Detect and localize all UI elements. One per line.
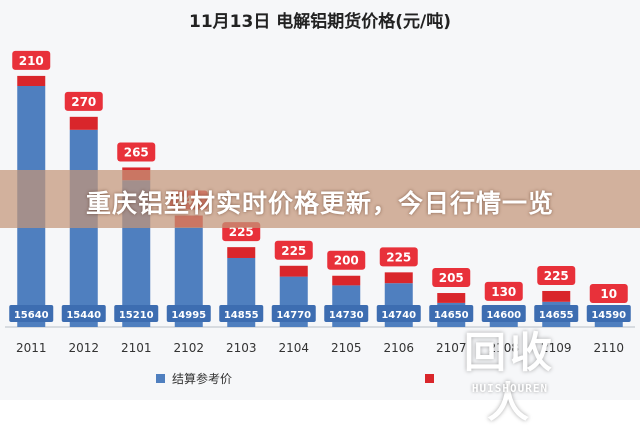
base-label-2101: 15210 (119, 310, 154, 321)
bar-increment-2105 (332, 275, 361, 286)
increment-label-box-2108 (484, 281, 523, 301)
base-label-box-2110 (586, 305, 631, 322)
bar-increment-2011 (17, 75, 46, 87)
legend-swatch-series-1 (156, 374, 165, 383)
base-label-box-2107 (429, 305, 474, 322)
x-tick-2107: 2107 (436, 341, 467, 355)
base-label-box-2104 (271, 305, 316, 322)
base-label-2105: 14730 (329, 310, 364, 321)
legend-swatch-series-2 (425, 374, 434, 383)
increment-label-2103: 225 (229, 225, 254, 239)
increment-label-box-2101 (117, 142, 156, 162)
base-label-box-2012 (61, 305, 106, 322)
base-label-2106: 14740 (381, 310, 416, 321)
base-label-2011: 15640 (14, 310, 49, 321)
base-label-2108: 14600 (486, 310, 521, 321)
x-tick-2108: 2108 (488, 341, 519, 355)
x-tick-2012: 2012 (68, 341, 99, 355)
base-label-box-2105 (324, 305, 369, 322)
x-tick-2103: 2103 (226, 341, 257, 355)
increment-label-2105: 200 (334, 254, 359, 268)
x-tick-2109: 2109 (541, 341, 572, 355)
base-label-2102: 14995 (171, 310, 206, 321)
increment-label-box-2104 (274, 240, 313, 260)
watermark-logo-sub: HUISHOUREN (471, 382, 549, 395)
base-label-2103: 14855 (224, 310, 259, 321)
increment-label-box-2110 (589, 284, 628, 304)
base-label-box-2108 (481, 305, 526, 322)
legend-label-series-1: 结算参考价 (172, 371, 232, 386)
x-tick-2105: 2105 (331, 341, 362, 355)
increment-label-2012: 270 (71, 95, 96, 109)
increment-label-box-2107 (432, 268, 471, 288)
bar-increment-2012 (69, 116, 98, 130)
increment-label-box-2105 (327, 250, 366, 270)
base-label-box-2103 (219, 305, 264, 322)
base-label-2012: 15440 (66, 310, 101, 321)
increment-label-box-2011 (12, 50, 51, 70)
increment-label-2110: 10 (600, 287, 617, 301)
bar-increment-2103 (227, 247, 256, 258)
base-label-2107: 14650 (434, 310, 469, 321)
increment-label-2107: 205 (439, 271, 464, 285)
x-tick-2101: 2101 (121, 341, 152, 355)
watermark-logo-text: 回收人 (463, 328, 556, 427)
base-label-2110: 14590 (591, 310, 626, 321)
increment-label-2101: 265 (124, 145, 149, 159)
x-tick-2110: 2110 (593, 341, 624, 355)
bar-increment-2107 (437, 293, 466, 303)
base-label-2109: 14655 (539, 310, 574, 321)
increment-label-2104: 225 (281, 244, 306, 258)
x-tick-2011: 2011 (16, 341, 47, 355)
increment-label-2106: 225 (386, 250, 411, 264)
bar-increment-2106 (384, 272, 413, 284)
base-label-box-2011 (9, 305, 54, 322)
increment-label-box-2109 (537, 265, 576, 285)
base-label-box-2101 (114, 305, 159, 322)
base-label-box-2106 (376, 305, 421, 322)
title-banner (0, 170, 640, 228)
bar-increment-2104 (279, 265, 308, 277)
bar-base-2012 (69, 129, 98, 327)
chart-figure: 11月13日 电解铝期货价格(元/吨) 210 15640 270 15440 265 1… (0, 11, 640, 427)
increment-label-box-2012 (64, 91, 103, 111)
bar-increment-2109 (542, 290, 571, 302)
increment-label-box-2106 (379, 247, 418, 267)
x-tick-2104: 2104 (278, 341, 309, 355)
increment-label-2108: 130 (491, 285, 516, 299)
x-tick-2106: 2106 (383, 341, 414, 355)
x-tick-2102: 2102 (173, 341, 204, 355)
banner-title: 重庆铝型材实时价格更新，今日行情一览 (85, 189, 554, 218)
base-label-box-2109 (534, 305, 579, 322)
watermark-logo: 回收人 HUISHOUREN (430, 322, 590, 427)
increment-label-2011: 210 (19, 54, 44, 68)
base-label-2104: 14770 (276, 310, 311, 321)
base-label-box-2102 (166, 305, 211, 322)
increment-label-2109: 225 (544, 269, 569, 283)
x-tick-labels: 2011 2012 2101 2102 2103 2104 2105 2106 2107 2108… (16, 341, 624, 355)
chart-title: 11月13日 电解铝期货价格(元/吨) (189, 11, 451, 32)
